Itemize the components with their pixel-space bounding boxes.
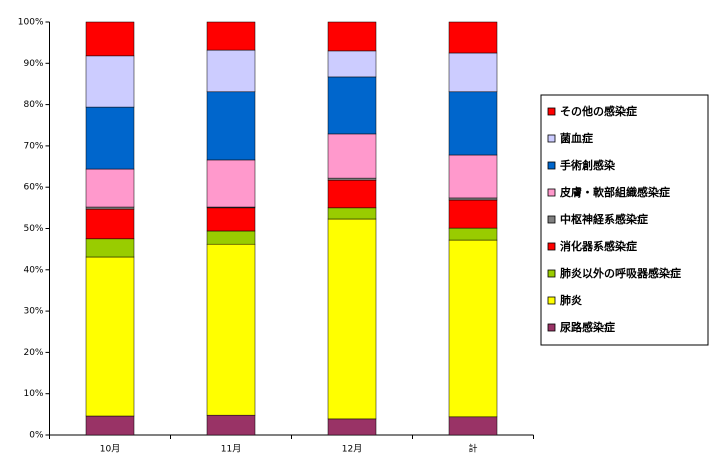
bar-segment (327, 133, 377, 179)
legend-label: 尿路感染症 (560, 320, 615, 334)
bar-segment (206, 159, 256, 208)
bar-segment (206, 91, 256, 161)
bar-segment (327, 76, 377, 135)
legend-label: 消化器系感染症 (560, 239, 637, 253)
legend-marker (547, 107, 556, 116)
x-tick-label: 計 (468, 443, 477, 455)
legend-label: 手術創感染 (560, 158, 616, 172)
bar-segment (448, 197, 498, 201)
y-tick-label: 80% (23, 100, 43, 110)
bar-segment (206, 49, 256, 93)
x-tick-label: 11月 (221, 444, 241, 455)
legend-label: 中枢神経系感染症 (560, 212, 648, 226)
bar-segment (327, 177, 377, 181)
bar-segment (327, 21, 377, 52)
bar-segment (327, 418, 377, 436)
x-tick-label: 10月 (100, 444, 120, 455)
legend-marker (547, 215, 556, 224)
bar-segment (85, 208, 135, 240)
legend-label: 肺炎 (560, 293, 582, 307)
legend-marker (547, 134, 556, 143)
bar-segment (85, 415, 135, 436)
x-tick-label: 12月 (342, 444, 362, 455)
legend-marker (547, 269, 556, 278)
bar-segment (448, 239, 498, 418)
bar-segment (85, 206, 135, 210)
bar-segment (85, 256, 135, 417)
legend-label: 肺炎以外の呼吸器感染症 (560, 266, 681, 280)
bar-segment (448, 416, 498, 436)
legend-label: 菌血症 (560, 131, 593, 145)
y-tick-label: 90% (23, 59, 43, 69)
bar-segment (327, 218, 377, 420)
y-tick-label: 10% (23, 389, 43, 399)
y-tick-label: 40% (23, 265, 43, 275)
bar-segment (206, 414, 256, 436)
bar-segment (85, 55, 135, 108)
y-tick-label: 60% (23, 183, 43, 193)
bar-segment (448, 91, 498, 156)
bar-segment (206, 21, 256, 51)
y-tick-label: 20% (23, 348, 43, 358)
bar-segment (448, 52, 498, 93)
bar-segment (206, 243, 256, 416)
bar-segment (85, 106, 135, 170)
legend-marker (547, 323, 556, 332)
bar-segment (448, 21, 498, 54)
bar-segment (327, 207, 377, 220)
legend-marker (547, 161, 556, 170)
y-tick-label: 50% (23, 224, 43, 234)
bar-segment (206, 207, 256, 232)
bar-segment (85, 238, 135, 258)
bar-segment (448, 154, 498, 199)
bar-segment (206, 230, 256, 245)
legend-box (540, 94, 709, 346)
bar-segment (85, 168, 135, 208)
y-tick-label: 0% (29, 431, 44, 441)
legend-marker (547, 188, 556, 197)
legend-marker (547, 296, 556, 305)
legend-label: その他の感染症 (560, 104, 637, 118)
legend-label: 皮膚・軟部組織感染症 (559, 185, 670, 199)
bar-segment (85, 21, 135, 57)
y-tick-label: 70% (23, 141, 43, 151)
bar-segment (327, 179, 377, 209)
bar-segment (327, 50, 377, 78)
y-tick-label: 100% (18, 18, 44, 28)
y-tick-label: 30% (23, 307, 43, 317)
bar-segment (448, 199, 498, 229)
bar-segment (448, 227, 498, 241)
legend-marker (547, 242, 556, 251)
